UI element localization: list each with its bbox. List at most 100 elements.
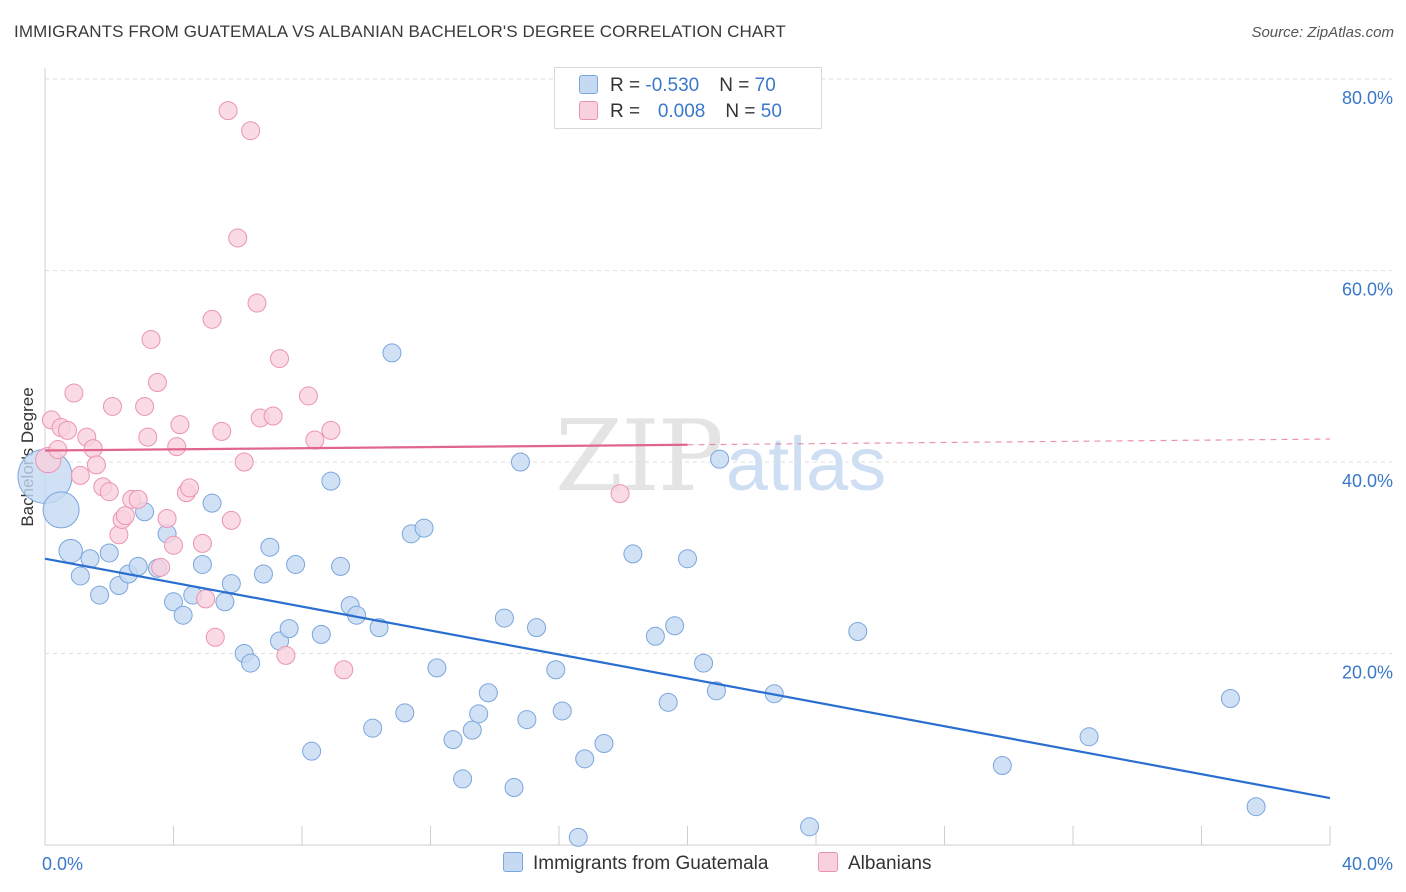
point-guatemala <box>369 618 389 638</box>
point-albanians <box>170 415 190 435</box>
source-label: Source: ZipAtlas.com <box>1251 24 1394 41</box>
x-tick-label: 0.0% <box>42 854 83 874</box>
point-albanians <box>276 645 296 665</box>
point-albanians <box>298 386 318 406</box>
point-albanians <box>138 427 158 447</box>
y-tick-label: 40.0% <box>1342 471 1393 491</box>
point-guatemala <box>527 618 547 638</box>
point-guatemala <box>848 621 868 641</box>
point-guatemala <box>70 566 90 586</box>
point-guatemala <box>552 701 572 721</box>
legend-item-guatemala: Immigrants from Guatemala <box>503 852 768 875</box>
point-guatemala <box>706 681 726 701</box>
point-guatemala <box>1246 797 1266 817</box>
y-tick-label: 80.0% <box>1342 88 1393 108</box>
n-label: N = <box>725 101 761 122</box>
point-guatemala <box>164 592 183 612</box>
point-albanians <box>221 510 241 530</box>
legend-item-albanians: Albanians <box>818 852 931 875</box>
point-guatemala <box>241 653 261 673</box>
point-albanians <box>202 309 222 329</box>
point-guatemala <box>382 343 402 363</box>
point-guatemala <box>202 493 222 513</box>
point-guatemala <box>42 491 80 529</box>
point-albanians <box>321 420 341 440</box>
point-guatemala <box>517 710 537 730</box>
point-guatemala <box>311 624 331 644</box>
legend-swatch-pink <box>818 852 838 872</box>
point-albanians <box>86 455 106 475</box>
point-albanians <box>180 478 200 498</box>
point-albanians <box>141 329 161 349</box>
legend-row-guatemala: R = -0.530 N = 70 <box>579 75 776 101</box>
point-guatemala <box>678 549 697 569</box>
chart-title: IMMIGRANTS FROM GUATEMALA VS ALBANIAN BA… <box>14 22 786 41</box>
r-value: -0.530 <box>645 75 700 96</box>
point-albanians <box>157 508 177 528</box>
point-albanians <box>164 535 183 555</box>
point-albanians <box>196 589 216 609</box>
point-guatemala <box>462 720 482 740</box>
point-guatemala <box>1220 689 1240 709</box>
point-guatemala <box>645 626 665 646</box>
n-value: 70 <box>754 75 776 96</box>
point-albanians <box>128 489 148 509</box>
point-albanians <box>99 482 119 502</box>
point-guatemala <box>427 658 447 678</box>
point-guatemala <box>710 449 730 469</box>
point-guatemala <box>453 769 473 789</box>
point-albanians <box>167 437 187 457</box>
legend-swatch-blue <box>579 75 598 94</box>
point-guatemala <box>443 730 463 750</box>
r-label: R = <box>610 101 646 122</box>
point-guatemala <box>173 605 193 625</box>
point-guatemala <box>253 564 273 584</box>
point-albanians <box>610 484 630 504</box>
n-label: N = <box>719 75 755 96</box>
n-value: 50 <box>760 101 782 122</box>
r-label: R = <box>610 75 646 96</box>
point-albanians <box>70 465 90 485</box>
point-guatemala <box>623 544 643 564</box>
point-guatemala <box>494 608 514 628</box>
point-albanians <box>64 383 84 403</box>
point-albanians <box>57 420 77 440</box>
legend-label-albanians: Albanians <box>848 853 932 874</box>
point-guatemala <box>221 574 241 594</box>
y-tick-label: 60.0% <box>1342 280 1393 300</box>
point-albanians <box>205 627 225 647</box>
point-guatemala <box>302 741 322 761</box>
point-guatemala <box>658 692 678 712</box>
point-albanians <box>212 421 232 441</box>
point-albanians <box>270 349 290 369</box>
point-guatemala <box>568 827 588 847</box>
point-guatemala <box>215 592 235 612</box>
trendline-guatemala <box>44 557 1331 800</box>
point-albanians <box>102 396 122 416</box>
point-guatemala <box>331 556 351 576</box>
point-albanians <box>241 121 261 141</box>
point-guatemala <box>395 703 415 723</box>
point-albanians <box>151 557 171 577</box>
point-albanians <box>263 406 283 426</box>
point-albanians <box>147 373 167 393</box>
y-tick-label: 20.0% <box>1342 663 1393 683</box>
legend-label-guatemala: Immigrants from Guatemala <box>533 853 769 874</box>
point-guatemala <box>58 538 83 564</box>
point-guatemala <box>414 518 434 538</box>
point-guatemala <box>90 585 110 605</box>
point-guatemala <box>575 749 595 769</box>
legend-row-albanians: R = 0.008 N = 50 <box>579 101 782 127</box>
point-guatemala <box>1079 727 1099 747</box>
point-guatemala <box>800 817 820 837</box>
point-albanians <box>115 506 135 526</box>
point-guatemala <box>992 756 1012 776</box>
point-albanians <box>135 396 155 416</box>
series-legend: Immigrants from Guatemala Albanians <box>0 852 1406 878</box>
point-guatemala <box>192 554 212 574</box>
point-guatemala <box>694 653 714 673</box>
trendline-albanians <box>44 443 688 452</box>
x-tick-label: 40.0% <box>1342 854 1393 874</box>
point-albanians <box>334 660 354 680</box>
